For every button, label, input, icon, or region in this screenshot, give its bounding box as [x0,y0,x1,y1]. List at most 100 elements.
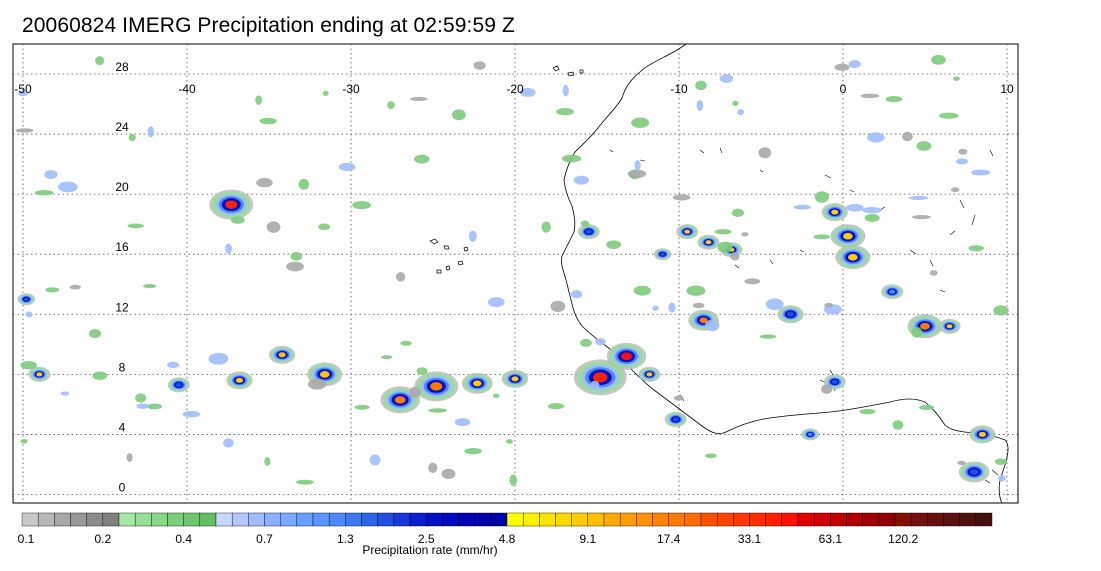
precip-cell [830,224,866,249]
light-shower [387,101,395,109]
colorbar-swatch [878,512,896,527]
light-shower [264,456,271,466]
light-shower [520,87,536,98]
colorbar-swatch [571,512,589,527]
colorbar-swatch [797,512,815,527]
precip-cell [209,189,254,220]
light-shower [580,220,590,227]
light-shower [570,290,583,299]
precip-cell [414,371,459,402]
light-shower [634,160,641,171]
colorbar-swatch [765,512,783,527]
colorbar-swatch [894,512,912,527]
precip-cell [664,411,687,427]
colorbar-swatch [684,512,702,527]
light-shower [380,355,393,360]
light-shower [352,201,372,210]
light-shower [395,272,406,282]
light-shower [230,216,245,224]
colorbar-label: 63.1 [819,532,843,546]
light-shower [414,154,430,164]
light-shower [704,453,717,459]
light-shower [92,371,108,380]
light-shower [556,108,575,116]
colorbar-swatch [522,512,540,527]
canary-islands [552,65,584,77]
colorbar-swatch [846,512,863,527]
light-shower [606,240,622,249]
light-shower [550,300,566,312]
colorbar-swatch [490,512,508,527]
precip-cell [969,425,996,444]
precip-cell [801,428,819,441]
light-shower [759,334,777,339]
light-shower [286,261,304,272]
lon-tick-label: -10 [670,82,688,96]
light-shower [147,126,155,138]
light-shower [69,284,81,290]
light-shower [719,74,734,83]
light-shower [998,474,1006,482]
axis-labels: -50 -40 -30 -20 -10 0 10 28 24 20 16 12 8 4 0 [14,60,1014,494]
light-shower [89,329,102,339]
light-shower [902,131,913,142]
colorbar-swatch [749,512,766,527]
light-shower [931,54,946,65]
colorbar-swatch [361,512,378,527]
colorbar-swatch [134,512,152,527]
colorbar-label: 0.2 [94,532,111,546]
light-shower [741,232,749,237]
light-shower [758,147,772,159]
colorbar-swatch [959,512,977,527]
precip-cell [835,245,871,270]
light-shower [369,454,381,466]
colorbar-swatch [830,512,847,527]
light-shower [695,80,707,91]
colorbar-swatch [733,512,750,527]
light-shower [259,117,277,125]
light-shower [765,298,784,311]
light-shower [968,245,984,252]
light-shower [714,229,732,235]
light-shower [668,302,676,313]
lon-tick-label: 10 [1000,82,1014,96]
colorbar-swatch [781,512,799,527]
lat-tick-label: 28 [115,60,129,74]
light-shower [451,109,466,121]
precip-cell [821,203,848,222]
light-shower [60,391,70,396]
light-shower [859,409,876,415]
light-shower [136,403,149,409]
light-shower [506,439,513,444]
colorbar-swatch [813,512,831,527]
light-shower [846,203,864,212]
light-shower [410,96,428,102]
light-shower [354,404,370,410]
colorbar-swatch [474,512,492,527]
precip-cell [28,366,51,382]
colorbar-swatch [442,512,459,527]
colorbar-swatch [264,512,281,527]
colorbar-label: 1.3 [337,532,354,546]
light-shower [416,367,428,375]
colorbar-swatch [248,512,265,527]
light-shower [182,410,201,418]
light-shower [464,448,483,455]
light-shower [266,221,281,233]
light-shower [860,93,880,99]
colorbar-swatch [21,512,39,527]
colorbar-swatch [312,512,330,527]
colorbar-label: 17.4 [657,532,681,546]
colorbar-label: 33.1 [738,532,762,546]
lat-tick-label: 16 [115,240,129,254]
colorbar-label: 9.1 [579,532,596,546]
lon-tick-label: -40 [178,82,196,96]
colorbar-swatch [975,512,993,527]
light-shower [580,338,592,347]
colorbar-swatch [37,512,55,527]
light-shower [929,270,938,276]
light-shower [911,215,931,220]
light-shower [631,117,650,129]
cape-verde-islands [429,238,469,274]
